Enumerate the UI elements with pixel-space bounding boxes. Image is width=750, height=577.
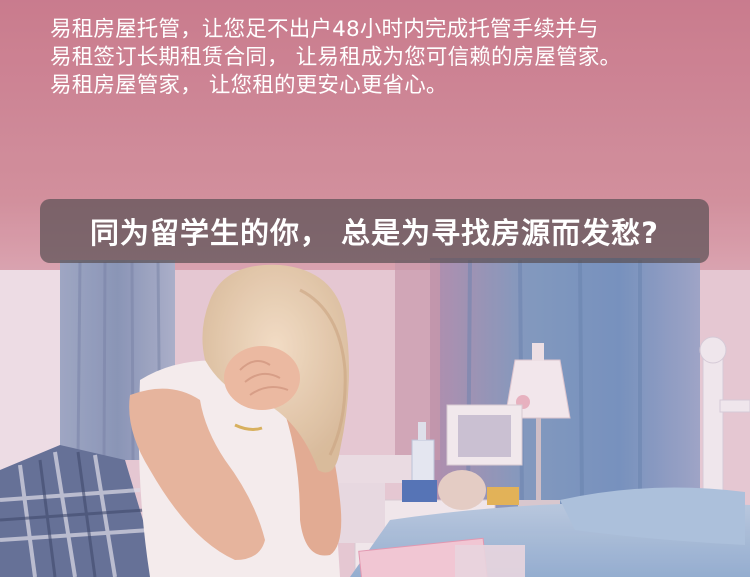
intro-text: 易租房屋托管，让您足不出户48小时内完成托管手续并与 易租签订长期租赁合同， 让… <box>50 16 710 100</box>
headline-box: 同为留学生的你， 总是为寻找房源而发愁? <box>40 199 709 263</box>
intro-line: 易租房屋管家， 让您租的更安心更省心。 <box>50 73 448 98</box>
distressed-student <box>129 264 349 577</box>
headline: 同为留学生的你， 总是为寻找房源而发愁? <box>90 216 659 250</box>
left-window-light <box>0 270 70 470</box>
intro-line: 易租房屋托管，让您足不出户48小时内完成托管手续并与 <box>50 17 599 42</box>
bedside-lamp <box>504 343 571 508</box>
intro-line: 易租签订长期租赁合同， 让易租成为您可信赖的房屋管家。 <box>50 45 622 70</box>
bed-frame <box>699 336 750 501</box>
right-curtain <box>430 258 700 508</box>
plaid-blanket <box>0 445 160 577</box>
